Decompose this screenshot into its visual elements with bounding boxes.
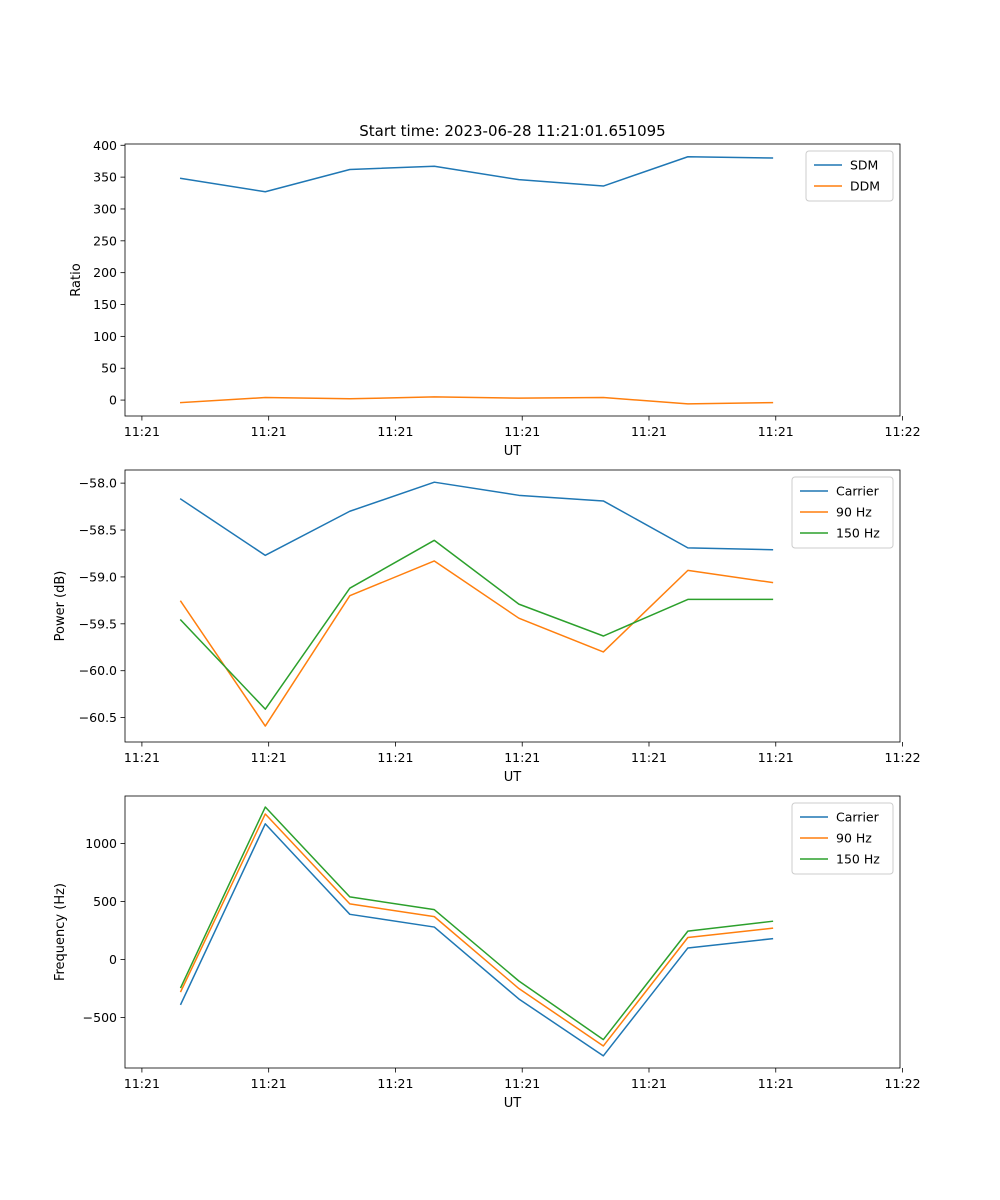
legend-label: SDM: [850, 158, 878, 173]
x-tick-label: 11:21: [124, 1076, 160, 1091]
x-axis-label: UT: [504, 444, 522, 459]
chart-panel-1: 11:21 11:21 11:21 11:21 11:21 11:21 11:22 0 50 10…: [69, 138, 921, 459]
x-tick-label: 11:21: [124, 750, 160, 765]
legend: Carrier 90 Hz 150 Hz: [791, 476, 894, 549]
axes-frame: [124, 143, 901, 417]
y-tick-label: −500: [83, 1010, 117, 1025]
y-tick-label: 0: [109, 952, 117, 967]
x-tick-label: 11:22: [885, 424, 921, 439]
y-tick-label: −58.0: [79, 476, 117, 491]
y-tick-label: −60.0: [79, 663, 117, 678]
y-tick-label: 300: [93, 201, 117, 216]
chart-title: Start time: 2023-06-28 11:21:01.651095: [359, 122, 665, 140]
x-tick-label: 11:21: [377, 1076, 413, 1091]
legend-label: DDM: [850, 179, 880, 194]
x-tick-label: 11:22: [885, 750, 921, 765]
y-axis-label: Power (dB): [53, 571, 68, 642]
x-tick-label: 11:21: [377, 424, 413, 439]
series-line-150-hz: [179, 806, 774, 1041]
legend-box: [791, 476, 894, 549]
y-tick-label: −58.5: [79, 523, 117, 538]
y-tick-label: −59.0: [79, 569, 117, 584]
x-tick-label: 11:21: [758, 424, 794, 439]
legend-box: [791, 802, 894, 875]
x-tick-label: 11:21: [251, 1076, 287, 1091]
chart-panel-2: 11:21 11:21 11:21 11:21 11:21 11:21 11:22 −60.5…: [53, 469, 921, 785]
x-tick-label: 11:21: [504, 1076, 540, 1091]
y-tick-label: 250: [93, 233, 117, 248]
legend-label: Carrier: [836, 484, 880, 499]
y-tick-label: 400: [93, 138, 117, 153]
y-tick-label: 350: [93, 170, 117, 185]
series-line-90-hz: [179, 813, 774, 1047]
axes-frame: [124, 795, 901, 1069]
y-tick-label: 50: [101, 361, 117, 376]
series-line-sdm: [179, 155, 774, 193]
series-line-carrier: [179, 823, 774, 1057]
y-tick-label: 1000: [85, 836, 117, 851]
legend-label: 90 Hz: [836, 505, 872, 520]
series-line-150-hz: [179, 539, 774, 710]
axes-frame: [124, 469, 901, 743]
legend-box: [805, 150, 894, 202]
legend-label: 150 Hz: [836, 852, 880, 867]
series-line-carrier: [179, 481, 774, 557]
y-tick-label: 200: [93, 265, 117, 280]
y-tick-label: 0: [109, 393, 117, 408]
y-axis-label: Frequency (Hz): [53, 883, 68, 981]
legend-label: Carrier: [836, 810, 880, 825]
chart-panel-3: 11:21 11:21 11:21 11:21 11:21 11:21 11:22 −500 0…: [53, 795, 921, 1111]
y-tick-label: 500: [93, 894, 117, 909]
x-axis-label: UT: [504, 1096, 522, 1111]
y-tick-label: 150: [93, 297, 117, 312]
x-tick-label: 11:22: [885, 1076, 921, 1091]
x-tick-label: 11:21: [504, 424, 540, 439]
legend: SDM DDM: [805, 150, 894, 202]
series-line-ddm: [179, 396, 774, 405]
y-tick-label: 100: [93, 329, 117, 344]
y-tick-label: −60.5: [79, 710, 117, 725]
x-tick-label: 11:21: [631, 750, 667, 765]
x-tick-label: 11:21: [758, 750, 794, 765]
x-tick-label: 11:21: [631, 424, 667, 439]
legend: Carrier 90 Hz 150 Hz: [791, 802, 894, 875]
x-tick-label: 11:21: [251, 750, 287, 765]
x-tick-label: 11:21: [124, 424, 160, 439]
x-tick-label: 11:21: [631, 1076, 667, 1091]
x-tick-label: 11:21: [251, 424, 287, 439]
x-tick-label: 11:21: [377, 750, 413, 765]
y-tick-label: −59.5: [79, 616, 117, 631]
legend-label: 90 Hz: [836, 831, 872, 846]
legend-label: 150 Hz: [836, 526, 880, 541]
x-axis-label: UT: [504, 770, 522, 785]
x-tick-label: 11:21: [504, 750, 540, 765]
x-tick-label: 11:21: [758, 1076, 794, 1091]
y-axis-label: Ratio: [69, 263, 84, 296]
series-line-90-hz: [179, 560, 774, 727]
